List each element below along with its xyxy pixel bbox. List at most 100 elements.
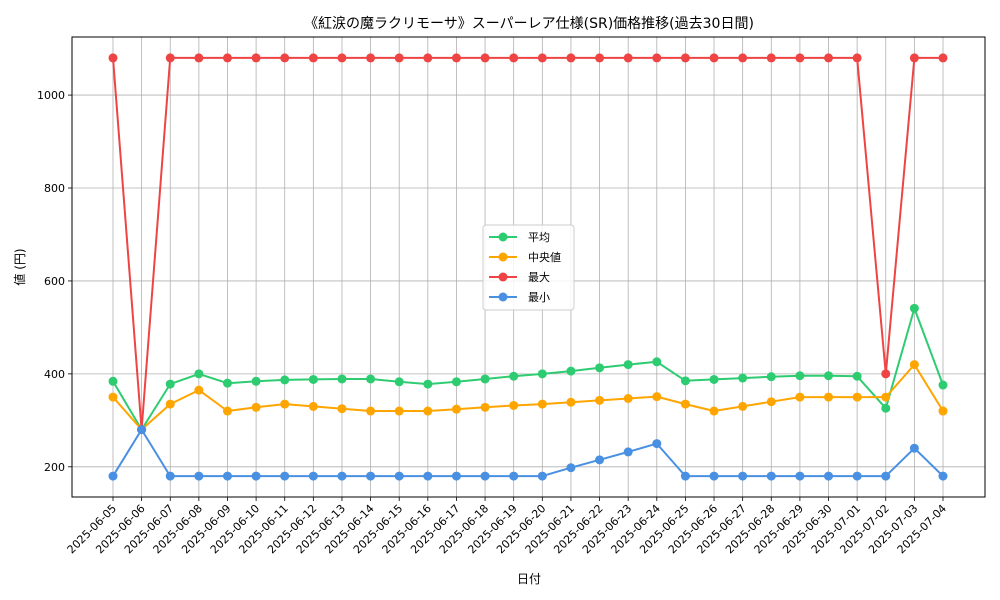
data-point — [194, 53, 204, 63]
data-point — [795, 371, 805, 381]
data-point — [909, 53, 919, 63]
data-point — [680, 471, 690, 481]
data-point — [394, 471, 404, 481]
data-point — [566, 397, 576, 407]
legend-label: 中央値 — [528, 251, 561, 264]
y-tick-label: 1000 — [37, 89, 65, 102]
data-point — [423, 471, 433, 481]
data-point — [280, 53, 290, 63]
data-point — [165, 399, 175, 409]
data-point — [680, 399, 690, 409]
data-point — [280, 399, 290, 409]
data-point — [652, 439, 662, 449]
data-point — [623, 393, 633, 403]
x-axis-title: 日付 — [517, 572, 541, 586]
data-point — [509, 471, 519, 481]
data-point — [881, 369, 891, 379]
data-point — [480, 471, 490, 481]
data-point — [366, 471, 376, 481]
data-point — [222, 406, 232, 416]
data-point — [509, 53, 519, 63]
data-point — [595, 363, 605, 373]
y-tick-label: 200 — [44, 461, 65, 474]
data-point — [738, 401, 748, 411]
data-point — [623, 53, 633, 63]
data-point — [308, 471, 318, 481]
data-point — [766, 372, 776, 382]
series-1 — [108, 360, 948, 435]
data-point — [423, 379, 433, 389]
data-point — [595, 455, 605, 465]
data-point — [451, 471, 461, 481]
data-point — [366, 374, 376, 384]
y-tick-label: 800 — [44, 182, 65, 195]
data-point — [480, 402, 490, 412]
data-point — [165, 471, 175, 481]
data-point — [537, 471, 547, 481]
data-point — [595, 53, 605, 63]
data-point — [280, 471, 290, 481]
data-point — [824, 471, 834, 481]
data-point — [881, 392, 891, 402]
data-point — [366, 53, 376, 63]
data-point — [222, 53, 232, 63]
data-point — [423, 53, 433, 63]
y-tick-label: 400 — [44, 368, 65, 381]
data-point — [709, 406, 719, 416]
data-point — [595, 395, 605, 405]
chart-title: 《紅涙の魔ラクリモーサ》スーパーレア仕様(SR)価格推移(過去30日間) — [304, 15, 754, 32]
legend-swatch-marker — [498, 252, 508, 262]
data-point — [566, 463, 576, 473]
data-point — [680, 376, 690, 386]
data-point — [308, 401, 318, 411]
data-point — [108, 376, 118, 386]
data-point — [938, 471, 948, 481]
data-point — [709, 374, 719, 384]
data-point — [108, 392, 118, 402]
data-point — [566, 366, 576, 376]
data-point — [251, 53, 261, 63]
data-point — [480, 53, 490, 63]
legend-box — [482, 224, 575, 311]
data-point — [652, 53, 662, 63]
data-point — [623, 447, 633, 457]
data-point — [451, 377, 461, 387]
data-point — [709, 471, 719, 481]
series-layer — [108, 53, 948, 481]
legend-swatch-marker — [498, 292, 508, 302]
data-point — [394, 406, 404, 416]
data-point — [509, 400, 519, 410]
data-point — [222, 378, 232, 388]
data-point — [337, 374, 347, 384]
data-point — [394, 377, 404, 387]
data-point — [909, 303, 919, 313]
data-point — [222, 471, 232, 481]
y-tick-label: 600 — [44, 275, 65, 288]
data-point — [766, 471, 776, 481]
data-point — [451, 404, 461, 414]
legend-swatch-marker — [498, 232, 508, 242]
data-point — [652, 392, 662, 402]
data-point — [738, 53, 748, 63]
data-point — [938, 406, 948, 416]
series-3 — [108, 425, 948, 481]
data-point — [337, 404, 347, 414]
data-point — [137, 425, 147, 435]
series-line — [112, 307, 944, 431]
data-point — [251, 402, 261, 412]
data-point — [366, 406, 376, 416]
data-point — [194, 369, 204, 379]
legend-label: 最大 — [528, 270, 550, 284]
data-point — [537, 53, 547, 63]
data-point — [852, 392, 862, 402]
data-point — [709, 53, 719, 63]
data-point — [766, 53, 776, 63]
data-point — [308, 374, 318, 384]
data-point — [337, 53, 347, 63]
data-point — [251, 471, 261, 481]
data-point — [509, 371, 519, 381]
data-point — [194, 471, 204, 481]
data-point — [623, 360, 633, 370]
